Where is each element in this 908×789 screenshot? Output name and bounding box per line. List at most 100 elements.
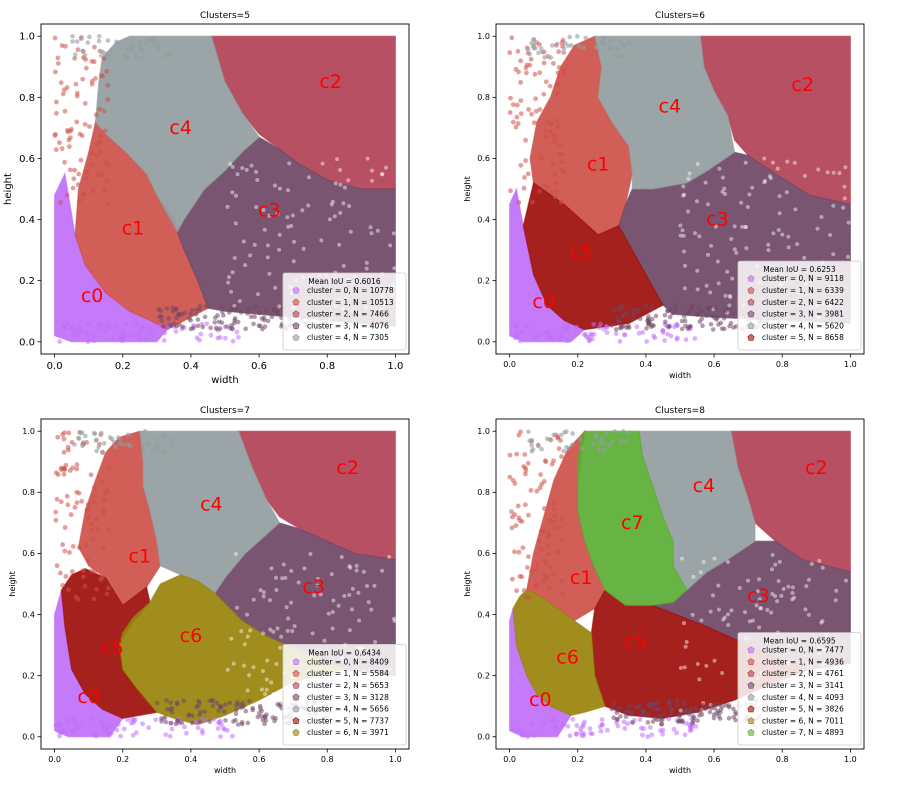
data-point (301, 246, 306, 251)
data-point (703, 706, 708, 711)
data-point (77, 545, 82, 551)
data-point (75, 182, 81, 188)
data-point (837, 171, 842, 176)
legend-marker-3 (747, 681, 755, 689)
data-point (697, 677, 702, 682)
data-point (366, 600, 371, 605)
data-point (615, 717, 620, 722)
legend-marker-2 (747, 298, 755, 306)
data-point (217, 326, 223, 331)
data-point (227, 700, 233, 706)
x-tick-label: 0.0 (48, 755, 61, 764)
data-point (713, 306, 719, 311)
data-point (246, 306, 252, 312)
data-point (267, 271, 272, 276)
data-point (682, 732, 688, 738)
y-tick-label: 0.6 (477, 549, 490, 558)
y-tick-label: 0.6 (22, 549, 35, 558)
data-point (92, 484, 97, 490)
x-tick-label: 1.0 (389, 755, 402, 764)
data-point (90, 716, 95, 722)
data-point (693, 705, 698, 710)
data-point (73, 81, 79, 87)
data-point (315, 583, 320, 588)
legend-marker-3 (747, 310, 755, 318)
data-point (84, 169, 90, 175)
data-point (567, 34, 572, 40)
data-point (147, 325, 153, 331)
data-point (581, 731, 587, 737)
data-point (196, 703, 201, 709)
data-point (680, 556, 685, 561)
data-point (561, 71, 566, 77)
data-point (716, 583, 721, 588)
data-point (662, 338, 667, 343)
x-tick-label: 1.0 (844, 755, 857, 764)
data-point (82, 100, 88, 106)
data-point (514, 114, 520, 120)
data-point (308, 552, 313, 557)
data-point (674, 730, 680, 736)
data-point (302, 566, 307, 571)
data-point (598, 728, 604, 734)
data-point (514, 102, 520, 108)
x-tick-label: 0.2 (571, 755, 584, 764)
data-point (245, 311, 250, 316)
data-point (648, 724, 653, 730)
data-point (557, 142, 563, 148)
cluster-label-c2: c2 (319, 71, 342, 93)
data-point (188, 311, 193, 317)
data-point (550, 133, 556, 139)
data-point (820, 619, 825, 624)
data-point (740, 224, 745, 229)
data-point (731, 706, 736, 712)
data-point (89, 150, 95, 156)
data-point (532, 334, 537, 340)
data-point (245, 720, 251, 726)
data-point (252, 242, 257, 247)
data-point (516, 727, 522, 733)
data-point (819, 215, 824, 220)
data-point (248, 253, 253, 258)
cluster-label-c4: c4 (693, 475, 716, 497)
data-point (152, 41, 157, 47)
data-point (174, 306, 179, 311)
data-point (326, 611, 331, 616)
data-point (545, 551, 551, 557)
data-point (375, 228, 380, 233)
data-point (790, 597, 795, 602)
y-tick-label: 0.0 (22, 733, 35, 742)
data-point (97, 106, 103, 112)
data-point (96, 34, 102, 39)
data-point (254, 205, 259, 210)
data-point (618, 714, 623, 719)
cluster-regions (53, 35, 396, 343)
chart-panel-2: 0.0 0.2 0.4 0.6 0.8 1.0 0.0 0.2 0.4 0.6 0.8 1.0 Clus… (463, 11, 865, 380)
data-point (226, 280, 231, 285)
data-point (251, 321, 256, 327)
data-point (779, 593, 784, 598)
data-point (833, 598, 838, 603)
data-point (658, 728, 663, 734)
x-tick-label: 0.4 (185, 755, 198, 764)
data-point (329, 202, 334, 207)
cluster-label-c5: c5 (624, 631, 647, 653)
data-point (272, 183, 277, 188)
legend-entry-1: cluster = 1, N = 10513 (307, 298, 394, 307)
data-point (251, 597, 256, 602)
data-point (665, 308, 671, 314)
data-point (96, 444, 101, 450)
legend-marker-5 (292, 717, 300, 725)
data-point (541, 720, 547, 726)
data-point (275, 310, 281, 316)
data-point (190, 326, 196, 331)
data-point (530, 722, 536, 727)
data-point (350, 586, 355, 591)
data-point (543, 133, 548, 139)
data-point (624, 310, 630, 316)
data-point (542, 55, 547, 60)
data-point (76, 199, 82, 204)
data-point (682, 192, 687, 197)
data-point (786, 245, 791, 250)
data-point (673, 307, 679, 313)
